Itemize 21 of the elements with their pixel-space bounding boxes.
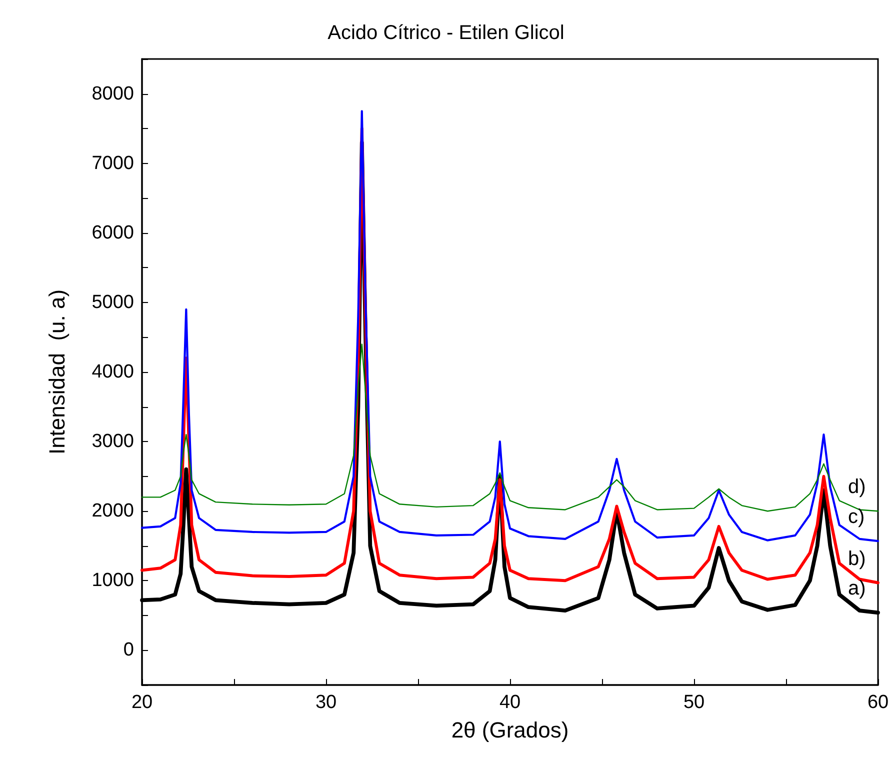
y-tick-label: 8000 <box>92 83 134 104</box>
series-label: d) <box>848 476 866 498</box>
y-tick-label: 7000 <box>92 152 134 174</box>
series-label: a) <box>848 578 866 600</box>
y-axis-title: Intensidad (u. a) <box>44 289 70 455</box>
x-tick-label: 40 <box>499 692 521 713</box>
y-tick-label: 5000 <box>92 292 134 313</box>
y-tick-label: 1000 <box>92 570 134 592</box>
chart-title: Acido Cítrico - Etilen Glicol <box>328 22 564 44</box>
y-tick-label: 2000 <box>92 500 134 522</box>
y-tick-label: 6000 <box>92 222 134 244</box>
series-label: c) <box>848 506 865 528</box>
x-tick-label: 20 <box>131 692 153 713</box>
x-tick-label: 30 <box>315 692 337 713</box>
y-tick-label: 3000 <box>92 431 134 452</box>
x-axis-title: 2θ (Grados) <box>451 718 569 742</box>
series-label: b) <box>848 548 866 570</box>
x-tick-label: 50 <box>683 692 705 713</box>
x-tick-label: 60 <box>867 692 889 713</box>
y-tick-label: 0 <box>123 640 134 661</box>
y-tick-label: 4000 <box>92 362 134 382</box>
